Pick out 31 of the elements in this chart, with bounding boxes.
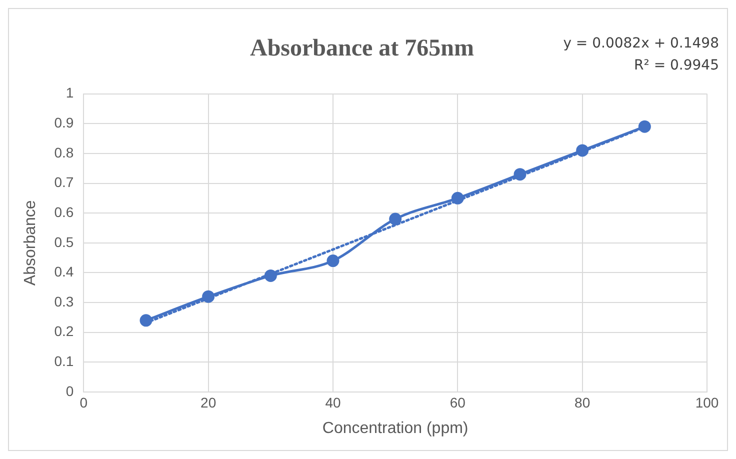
x-tick-label: 20 — [200, 394, 216, 410]
y-tick-label: 0.8 — [54, 144, 74, 160]
point — [638, 120, 651, 133]
y-axis-title: Absorbance — [22, 200, 40, 286]
y-tick-label: 1 — [66, 84, 74, 101]
y-tick-label: 0.7 — [54, 174, 74, 190]
point — [326, 254, 340, 268]
y-tick-label: 0.4 — [54, 264, 74, 280]
text: y = 0.0082x + 0.1498 — [563, 36, 719, 52]
x-axis-title: Concentration (ppm) — [322, 420, 468, 437]
y-tick-label: 0.2 — [54, 323, 74, 340]
point — [389, 212, 402, 226]
y-tick-label: 0 — [66, 382, 74, 399]
point — [140, 314, 152, 327]
x-tick-label: 80 — [574, 394, 590, 410]
y-tick-label: 0.9 — [54, 114, 74, 130]
point — [202, 290, 215, 303]
point — [514, 168, 526, 181]
x-tick-label: 60 — [450, 394, 466, 410]
y-tick-label: 0.5 — [54, 234, 74, 250]
point — [576, 144, 589, 157]
y-tick-label: 0.1 — [54, 353, 74, 370]
y-tick-label: 0.6 — [54, 204, 74, 220]
text: R² = 0.9945 — [634, 58, 719, 74]
chart-title: Absorbance at 765nm — [250, 36, 474, 62]
x-tick-label: 100 — [695, 394, 719, 410]
x-tick-label: 40 — [325, 394, 341, 410]
point — [264, 269, 277, 282]
y-tick-label: 0.3 — [54, 293, 74, 310]
point — [451, 192, 464, 204]
x-tick-label: 0 — [80, 394, 88, 410]
